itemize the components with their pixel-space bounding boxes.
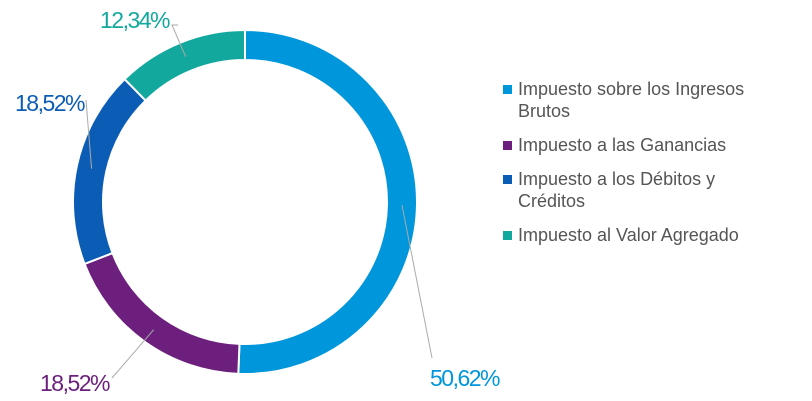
leader-line xyxy=(85,99,93,169)
legend-label: Impuesto sobre los Ingresos Brutos xyxy=(518,79,745,121)
legend: Impuesto sobre los Ingresos Brutos Impues… xyxy=(503,78,803,246)
value-label: 12,34% xyxy=(100,7,170,33)
legend-label: Impuesto a los Débitos y Créditos xyxy=(518,169,716,211)
leader-line xyxy=(401,204,433,359)
legend-swatch xyxy=(503,231,512,240)
legend-label: Impuesto al Valor Agregado xyxy=(518,225,739,245)
donut-segment xyxy=(237,28,418,375)
legend-swatch xyxy=(503,85,512,94)
value-label: 18,52% xyxy=(15,90,85,116)
donut-segment xyxy=(123,28,246,103)
leader-line xyxy=(171,24,187,57)
legend-item: Impuesto a los Débitos y Créditos xyxy=(503,168,803,212)
donut-segment xyxy=(83,251,241,375)
chart: 50,62% 18,52% 18,52% 12,34% xyxy=(15,7,500,396)
legend-swatch xyxy=(503,175,512,184)
legend-swatch xyxy=(503,141,512,150)
value-label: 50,62% xyxy=(430,365,500,391)
legend-item: Impuesto a las Ganancias xyxy=(503,134,803,156)
leader-line xyxy=(111,329,155,379)
legend-label: Impuesto a las Ganancias xyxy=(518,135,727,155)
legend-item: Impuesto al Valor Agregado xyxy=(503,224,803,246)
legend-item: Impuesto sobre los Ingresos Brutos xyxy=(503,78,803,122)
value-label: 18,52% xyxy=(40,370,110,396)
